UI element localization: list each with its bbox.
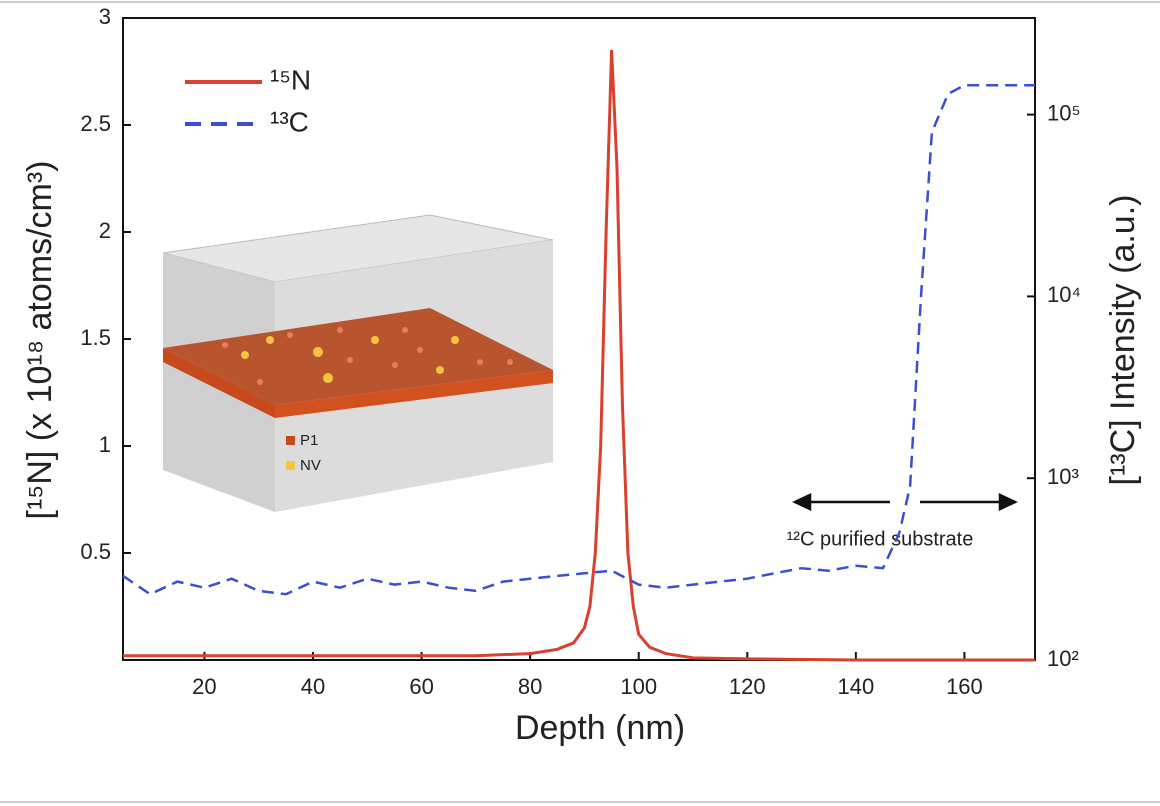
annotation-arrows: [792, 493, 1018, 511]
y-tick-label: 1: [99, 432, 111, 457]
y2-tick-label: 10⁵: [1047, 100, 1081, 125]
x-tick-label: 60: [409, 674, 433, 699]
x-tick-label: 80: [518, 674, 542, 699]
y2-tick-label: 10²: [1047, 646, 1079, 671]
inset-diagram: P1 NV: [162, 214, 554, 512]
x-tick-label: 160: [946, 674, 983, 699]
y-axis-label: [¹⁵N] (x 10¹⁸ atoms/cm³): [21, 160, 59, 519]
y2-tick-label: 10⁴: [1047, 282, 1081, 307]
legend-label: ¹³C: [270, 106, 309, 137]
x-tick-label: 120: [729, 674, 766, 699]
y-tick-label: 3: [99, 4, 111, 29]
series-line: [123, 50, 1035, 662]
y-tick-label: 0.5: [80, 539, 111, 564]
x-tick-label: 40: [301, 674, 325, 699]
y-tick-label: 2: [99, 218, 111, 243]
series-line: [122, 84, 1035, 596]
x-tick-label: 100: [620, 674, 657, 699]
annotation: ¹²C purified substrate: [787, 528, 974, 550]
inset-label: NV: [300, 457, 321, 474]
y-tick-label: 1.5: [80, 325, 111, 350]
inset-label: P1: [300, 432, 318, 449]
y2-axis-label: [¹³C] Intensity (a.u.): [1104, 195, 1142, 486]
x-tick-label: 20: [192, 674, 216, 699]
x-tick-label: 140: [837, 674, 874, 699]
y2-tick-label: 10³: [1047, 464, 1079, 489]
legend-label: ¹⁵N: [270, 64, 311, 95]
y-tick-label: 2.5: [80, 111, 111, 136]
x-axis-label: Depth (nm): [515, 709, 685, 747]
